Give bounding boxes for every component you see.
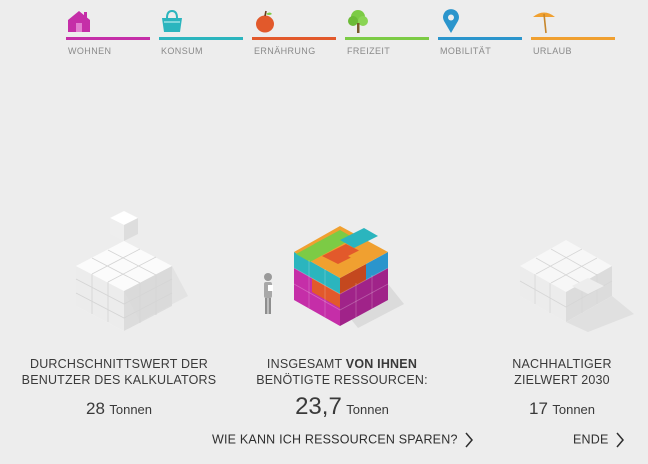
save-resources-link[interactable]: WIE KANN ICH RESSOURCEN SPAREN? [212, 432, 474, 448]
tab-color-bar [159, 37, 243, 40]
personal-caption-bold: VON IHNEN [345, 357, 418, 371]
tab-freizeit[interactable]: FREIZEIT [345, 6, 429, 60]
tab-color-bar [252, 37, 336, 40]
tab-label: URLAUB [533, 46, 572, 56]
chevron-right-icon [615, 432, 624, 448]
tab-label: WOHNEN [68, 46, 112, 56]
target-caption: NACHHALTIGER ZIELWERT 2030 [476, 356, 648, 388]
tab-color-bar [531, 37, 615, 40]
tab-wohnen[interactable]: WOHNEN [66, 6, 150, 60]
target-amount: 17 Tonnen [476, 399, 648, 419]
personal-caption-pre: INSGESAMT [266, 357, 346, 371]
target-value: 17 [528, 399, 548, 418]
end-link[interactable]: ENDE [573, 432, 625, 448]
average-caption: DURCHSCHNITTSWERT DER BENUTZER DES KALKU… [8, 356, 230, 388]
average-cube-graphic [75, 211, 188, 331]
tab-label: KONSUM [161, 46, 203, 56]
average-value: 28 [85, 399, 105, 418]
person-scale-figure [264, 273, 273, 314]
average-unit: Tonnen [109, 402, 153, 417]
target-cube-graphic [519, 240, 634, 332]
personal-caption: INSGESAMT VON IHNEN BENÖTIGTE RESSOURCEN… [232, 356, 452, 388]
personal-caption-line2: BENÖTIGTE RESSOURCEN: [256, 373, 428, 387]
category-nav: WOHNEN KONSUM ERNÄHRUNG FREIZEIT [66, 6, 618, 60]
house-icon [68, 11, 90, 32]
tab-urlaub[interactable]: URLAUB [531, 6, 615, 60]
personal-unit: Tonnen [346, 402, 389, 417]
umbrella-icon [533, 12, 555, 34]
tab-ernaehrung[interactable]: ERNÄHRUNG [252, 6, 336, 60]
target-unit: Tonnen [552, 402, 596, 417]
personal-value: 23,7 [295, 393, 342, 420]
target-caption-line1: NACHHALTIGER [512, 357, 612, 371]
personal-amount: 23,7 Tonnen [232, 393, 452, 421]
tab-mobilitaet[interactable]: MOBILITÄT [438, 6, 522, 60]
shopping-bag-icon [162, 9, 182, 32]
average-amount: 28 Tonnen [8, 399, 230, 419]
tab-color-bar [438, 37, 522, 40]
location-pin-icon [443, 9, 459, 33]
average-caption-line1: DURCHSCHNITTSWERT DER [29, 357, 209, 371]
tab-label: ERNÄHRUNG [254, 46, 316, 56]
tab-label: MOBILITÄT [440, 46, 492, 56]
tab-konsum[interactable]: KONSUM [159, 6, 243, 60]
average-caption-line2: BENUTZER DES KALKULATORS [21, 373, 217, 387]
tab-color-bar [66, 37, 150, 40]
save-resources-label: WIE KANN ICH RESSOURCEN SPAREN? [212, 432, 458, 447]
tree-icon [348, 10, 368, 33]
tab-color-bar [345, 37, 429, 40]
chevron-right-icon [465, 432, 473, 448]
end-label: ENDE [573, 432, 609, 447]
tab-label: FREIZEIT [347, 46, 391, 56]
target-caption-line2: ZIELWERT 2030 [514, 373, 610, 387]
personal-resources-cube-graphic [293, 226, 404, 328]
apple-icon [256, 10, 274, 33]
